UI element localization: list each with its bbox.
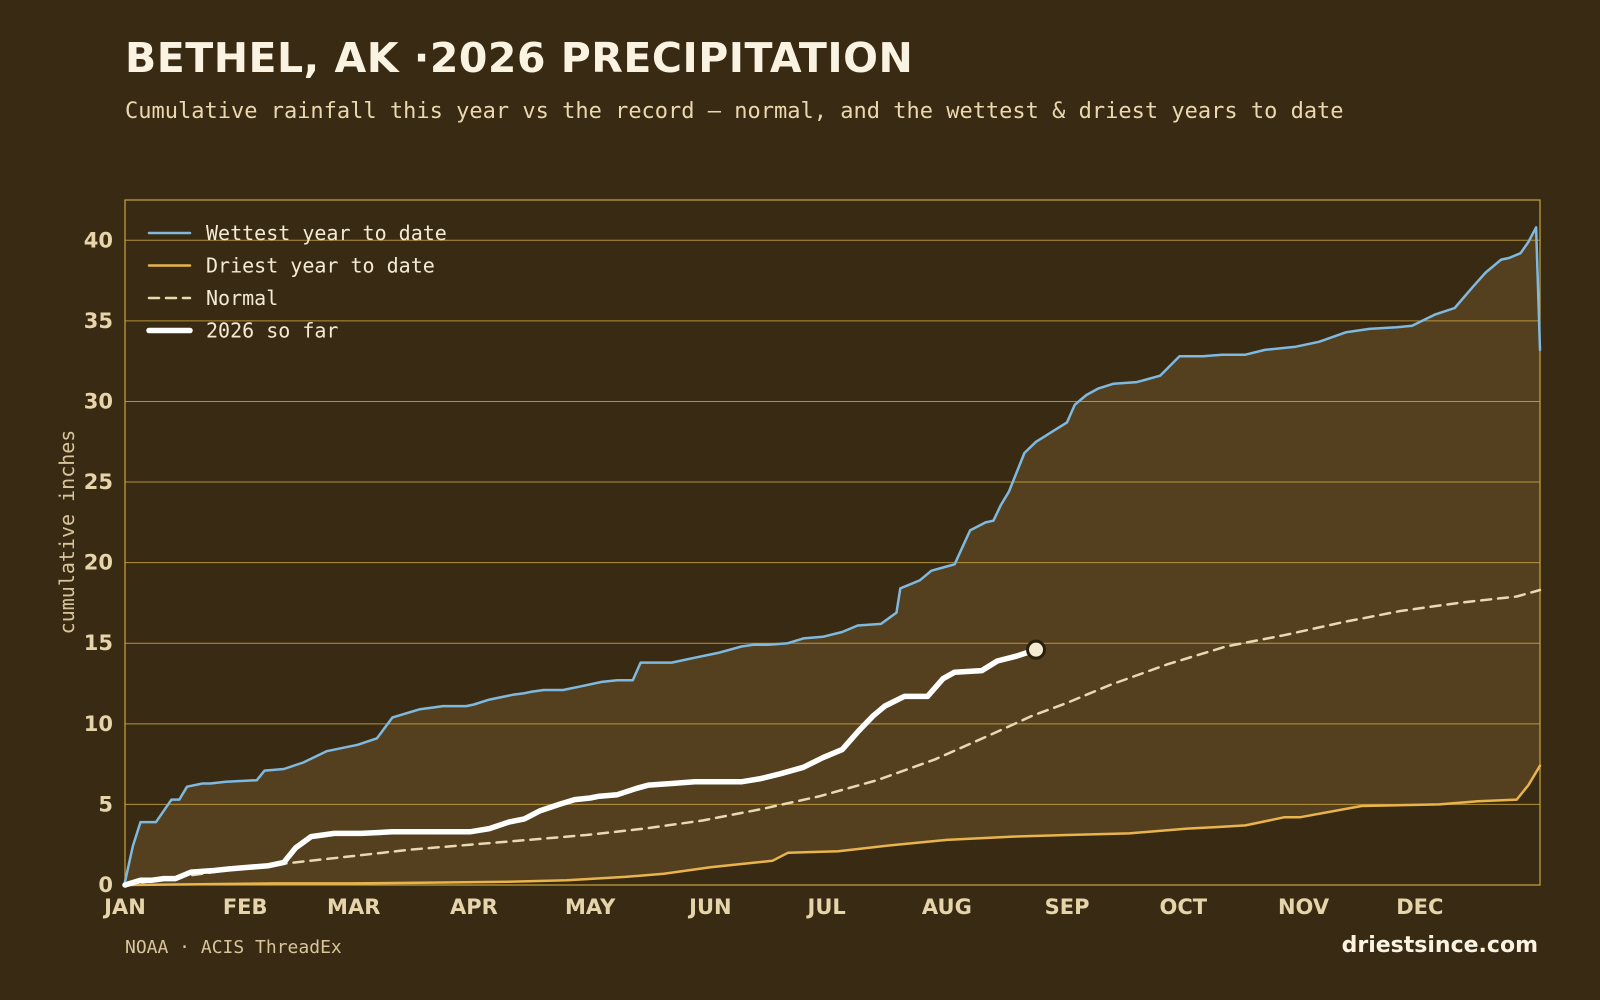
range-band — [125, 227, 1540, 885]
x-tick-label: MAY — [565, 895, 616, 919]
y-tick-label: 15 — [84, 631, 113, 655]
plot-frame — [124, 199, 1541, 886]
y-tick-label: 10 — [84, 712, 113, 736]
y-tick-label: 0 — [98, 873, 113, 897]
wettest-line — [123, 226, 1542, 884]
brand-link[interactable]: driestsince.com — [1341, 933, 1538, 958]
x-tick-label: SEP — [1045, 895, 1090, 919]
source-credit: NOAA · ACIS ThreadEx — [125, 937, 342, 958]
y-tick-label: 40 — [84, 228, 113, 252]
x-tick-label: MAR — [327, 895, 380, 919]
x-tick-label: OCT — [1160, 895, 1208, 919]
legend-label: Wettest year to date — [206, 221, 447, 245]
current-point-marker[interactable] — [1026, 639, 1047, 660]
driest-line — [123, 764, 1542, 887]
x-tick-label: NOV — [1278, 895, 1330, 919]
legend-label: 2026 so far — [206, 319, 338, 343]
legend-label: Normal — [206, 286, 278, 310]
y-tick-label: 30 — [84, 389, 113, 413]
x-tick-label: JUL — [806, 895, 846, 919]
x-tick-label: FEB — [223, 895, 268, 919]
chart-title: BETHEL, AK ·2026 PRECIPITATION — [125, 34, 914, 82]
chart-subtitle: Cumulative rainfall this year vs the rec… — [125, 99, 1344, 124]
x-tick-label: AUG — [922, 895, 972, 919]
y-tick-label: 5 — [98, 792, 113, 816]
y-tick-label: 20 — [84, 551, 113, 575]
y-tick-label: 25 — [84, 470, 113, 494]
current-year-line — [122, 646, 1039, 888]
x-tick-label: JAN — [102, 895, 146, 919]
y-axis-label: cumulative inches — [55, 430, 79, 635]
x-tick-label: DEC — [1396, 895, 1443, 919]
normal-line — [123, 588, 1542, 887]
y-tick-label: 35 — [84, 309, 113, 333]
x-tick-label: JUN — [687, 895, 731, 919]
legend-label: Driest year to date — [206, 254, 435, 278]
x-tick-label: APR — [450, 895, 498, 919]
